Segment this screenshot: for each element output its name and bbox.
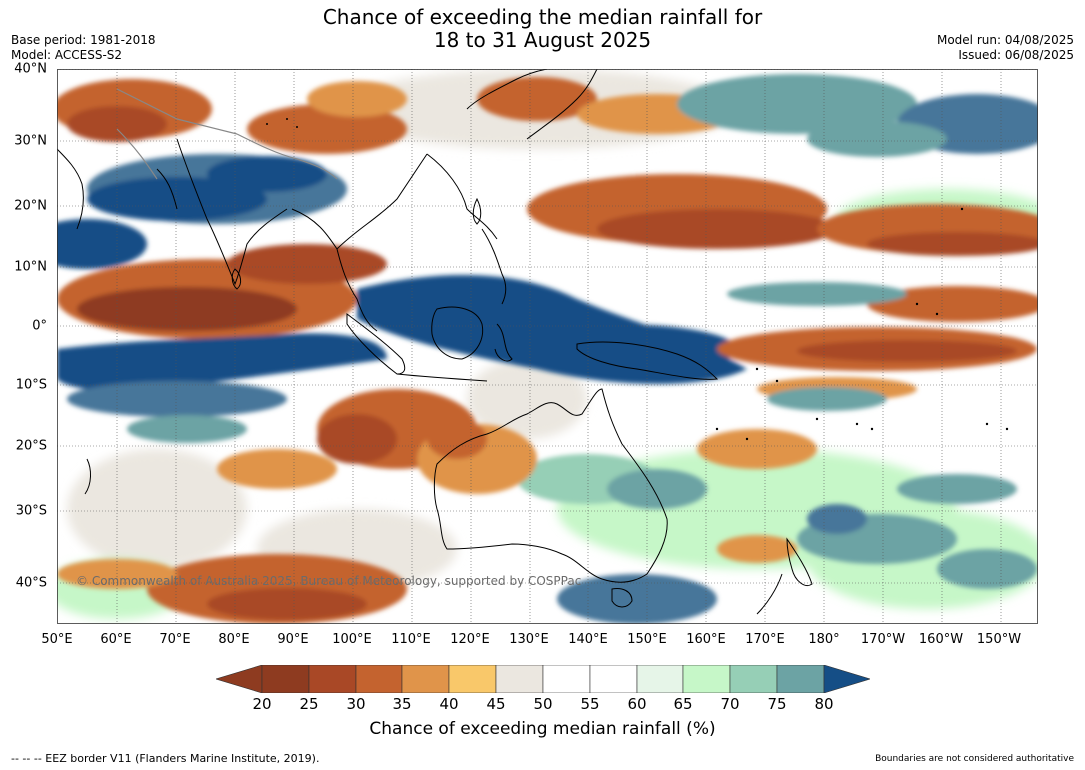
colorbar-cell-55-60	[589, 664, 638, 694]
coastlines	[57, 69, 813, 615]
colorbar-tick-40: 40	[439, 695, 459, 713]
map-graticule	[57, 69, 1038, 624]
lon-label-140e: 140°E	[568, 632, 608, 647]
colorbar-tick-70: 70	[720, 695, 740, 713]
lon-label-130e: 130°E	[509, 632, 549, 647]
lon-label-170e: 170°E	[745, 632, 785, 647]
lon-label-160w: 160°W	[918, 632, 964, 647]
lon-label-150w: 150°W	[976, 632, 1022, 647]
lat-label-10n: 10°N	[14, 259, 47, 275]
lon-label-80e: 80°E	[218, 632, 250, 647]
colorbar-tick-35: 35	[392, 695, 412, 713]
lon-label-120e: 120°E	[450, 632, 490, 647]
country-borders	[116, 88, 338, 180]
colorbar-high-arrow	[823, 664, 872, 694]
map-frame	[57, 69, 1038, 624]
colorbar-cell-45-50	[495, 664, 544, 694]
colorbar-cell-60-65	[636, 664, 684, 694]
colorbar-tick-45: 45	[486, 695, 506, 713]
model-name: Model: ACCESS-S2	[11, 48, 123, 62]
lat-label-20s: 20°S	[15, 438, 47, 454]
colorbar-tick-65: 65	[673, 695, 693, 713]
model-run: Model run: 04/08/2025	[936, 33, 1074, 47]
colorbar-cell-75-80	[776, 664, 825, 694]
colorbar	[214, 664, 872, 694]
lon-label-70e: 70°E	[159, 632, 191, 647]
issued-date: Issued: 06/08/2025	[958, 48, 1074, 62]
colorbar-cell-35-40	[401, 664, 450, 694]
rainfall-map	[57, 69, 1038, 624]
meta-right: Model run: 04/08/2025 Issued: 06/08/2025	[937, 33, 1074, 63]
colorbar-cell-30-35	[355, 664, 403, 694]
colorbar-cell-25-30	[308, 664, 357, 694]
lat-label-20n: 20°N	[14, 198, 47, 214]
eez-legend-note: -- -- -- EEZ border V11 (Flanders Marine…	[11, 752, 320, 765]
colorbar-tick-60: 60	[627, 695, 647, 713]
lat-label-10s: 10°S	[15, 377, 47, 393]
colorbar-tick-25: 25	[299, 695, 319, 713]
lon-label-50e: 50°E	[41, 632, 73, 647]
colorbar-svg	[214, 664, 872, 694]
map-title-line1: Chance of exceeding the median rainfall …	[322, 5, 763, 29]
colorbar-tick-75: 75	[767, 695, 787, 713]
lon-label-90e: 90°E	[277, 632, 309, 647]
lon-label-180: 180°	[808, 632, 840, 647]
lon-label-160e: 160°E	[686, 632, 726, 647]
lat-label-40s: 40°S	[15, 575, 47, 591]
colorbar-tick-80: 80	[814, 695, 834, 713]
rainfall-map-svg	[57, 69, 1038, 624]
lat-label-40n: 40°N	[14, 61, 47, 77]
lon-label-170w: 170°W	[860, 632, 906, 647]
colorbar-tick-20: 20	[252, 695, 272, 713]
pacific-islands	[266, 118, 1009, 441]
map-title-line2: 18 to 31 August 2025	[433, 28, 652, 52]
colorbar-low-arrow	[214, 664, 263, 694]
field-mid-layer	[57, 74, 1038, 624]
lat-label-30s: 30°S	[15, 503, 47, 519]
colorbar-cell-40-45	[448, 664, 497, 694]
colorbar-cell-65-70	[682, 664, 731, 694]
lon-label-110e: 110°E	[391, 632, 431, 647]
meta-left: Base period: 1981-2018 Model: ACCESS-S2	[11, 33, 156, 63]
lon-label-100e: 100°E	[332, 632, 372, 647]
lat-label-30n: 30°N	[14, 133, 47, 149]
colorbar-label: Chance of exceeding median rainfall (%)	[369, 719, 716, 739]
lon-label-150e: 150°E	[627, 632, 667, 647]
lat-label-0: 0°	[32, 318, 47, 334]
colorbar-cell-50-55	[542, 664, 591, 694]
copyright-text: © Commonwealth of Australia 2025, Bureau…	[76, 574, 582, 588]
boundary-disclaimer: Boundaries are not considered authoritat…	[875, 754, 1074, 764]
colorbar-tick-50: 50	[533, 695, 553, 713]
colorbar-tick-30: 30	[346, 695, 366, 713]
colorbar-cell-70-75	[729, 664, 778, 694]
base-period: Base period: 1981-2018	[11, 33, 156, 47]
colorbar-cell-20-25	[261, 664, 310, 694]
colorbar-tick-55: 55	[580, 695, 600, 713]
lon-label-60e: 60°E	[100, 632, 132, 647]
